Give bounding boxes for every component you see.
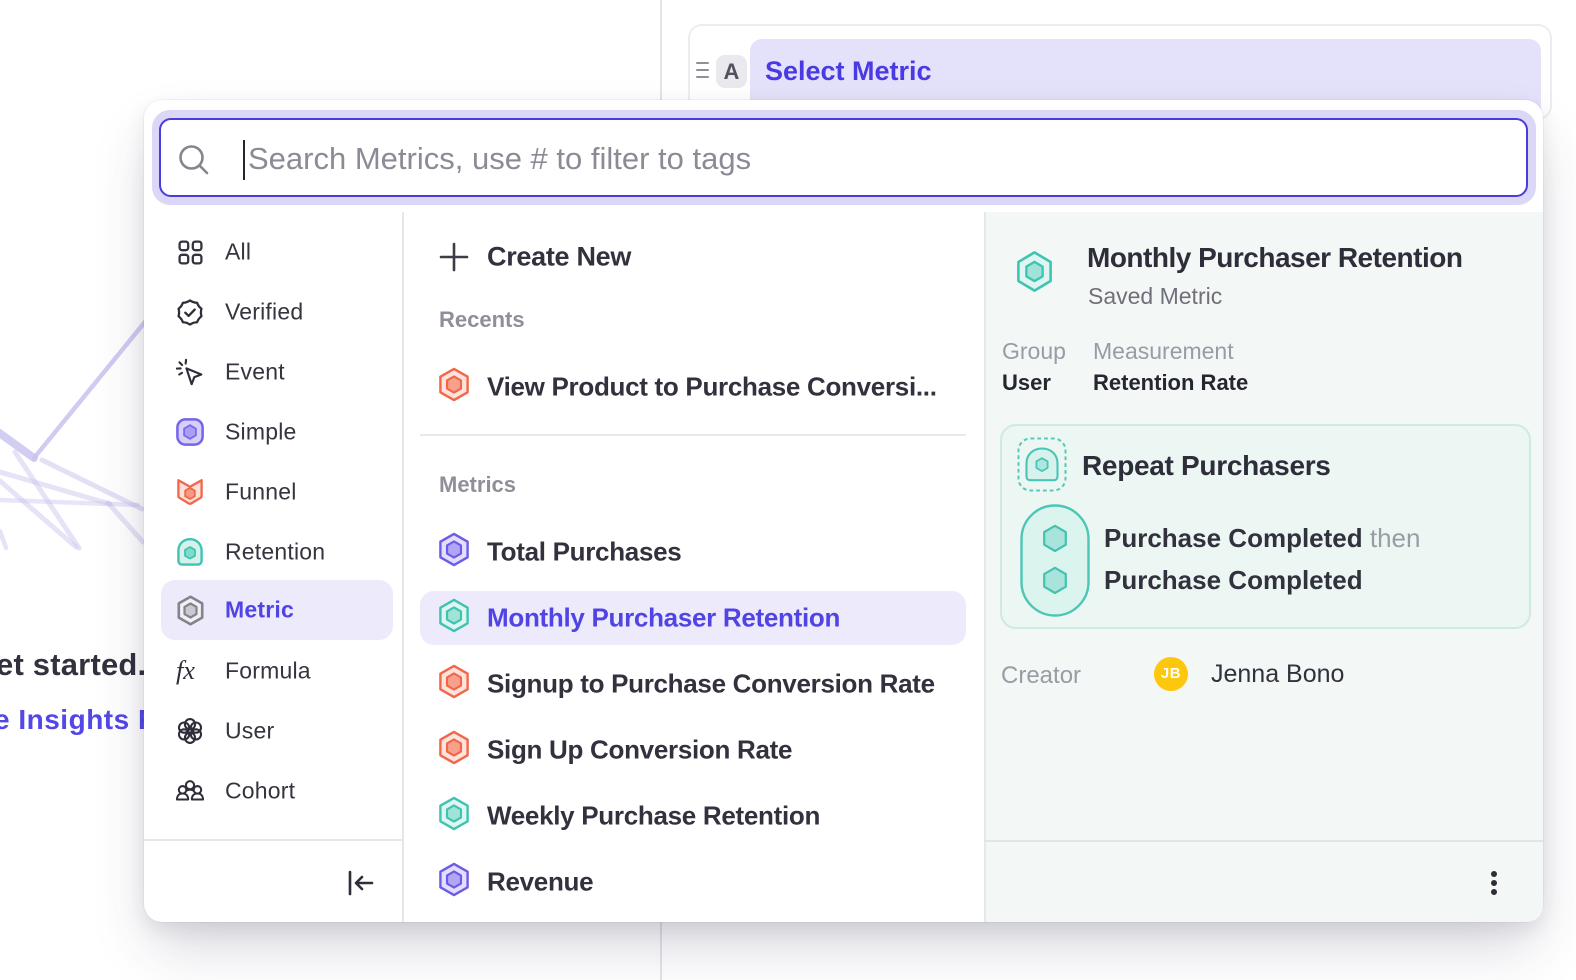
svg-text:fx: fx [176,656,195,685]
